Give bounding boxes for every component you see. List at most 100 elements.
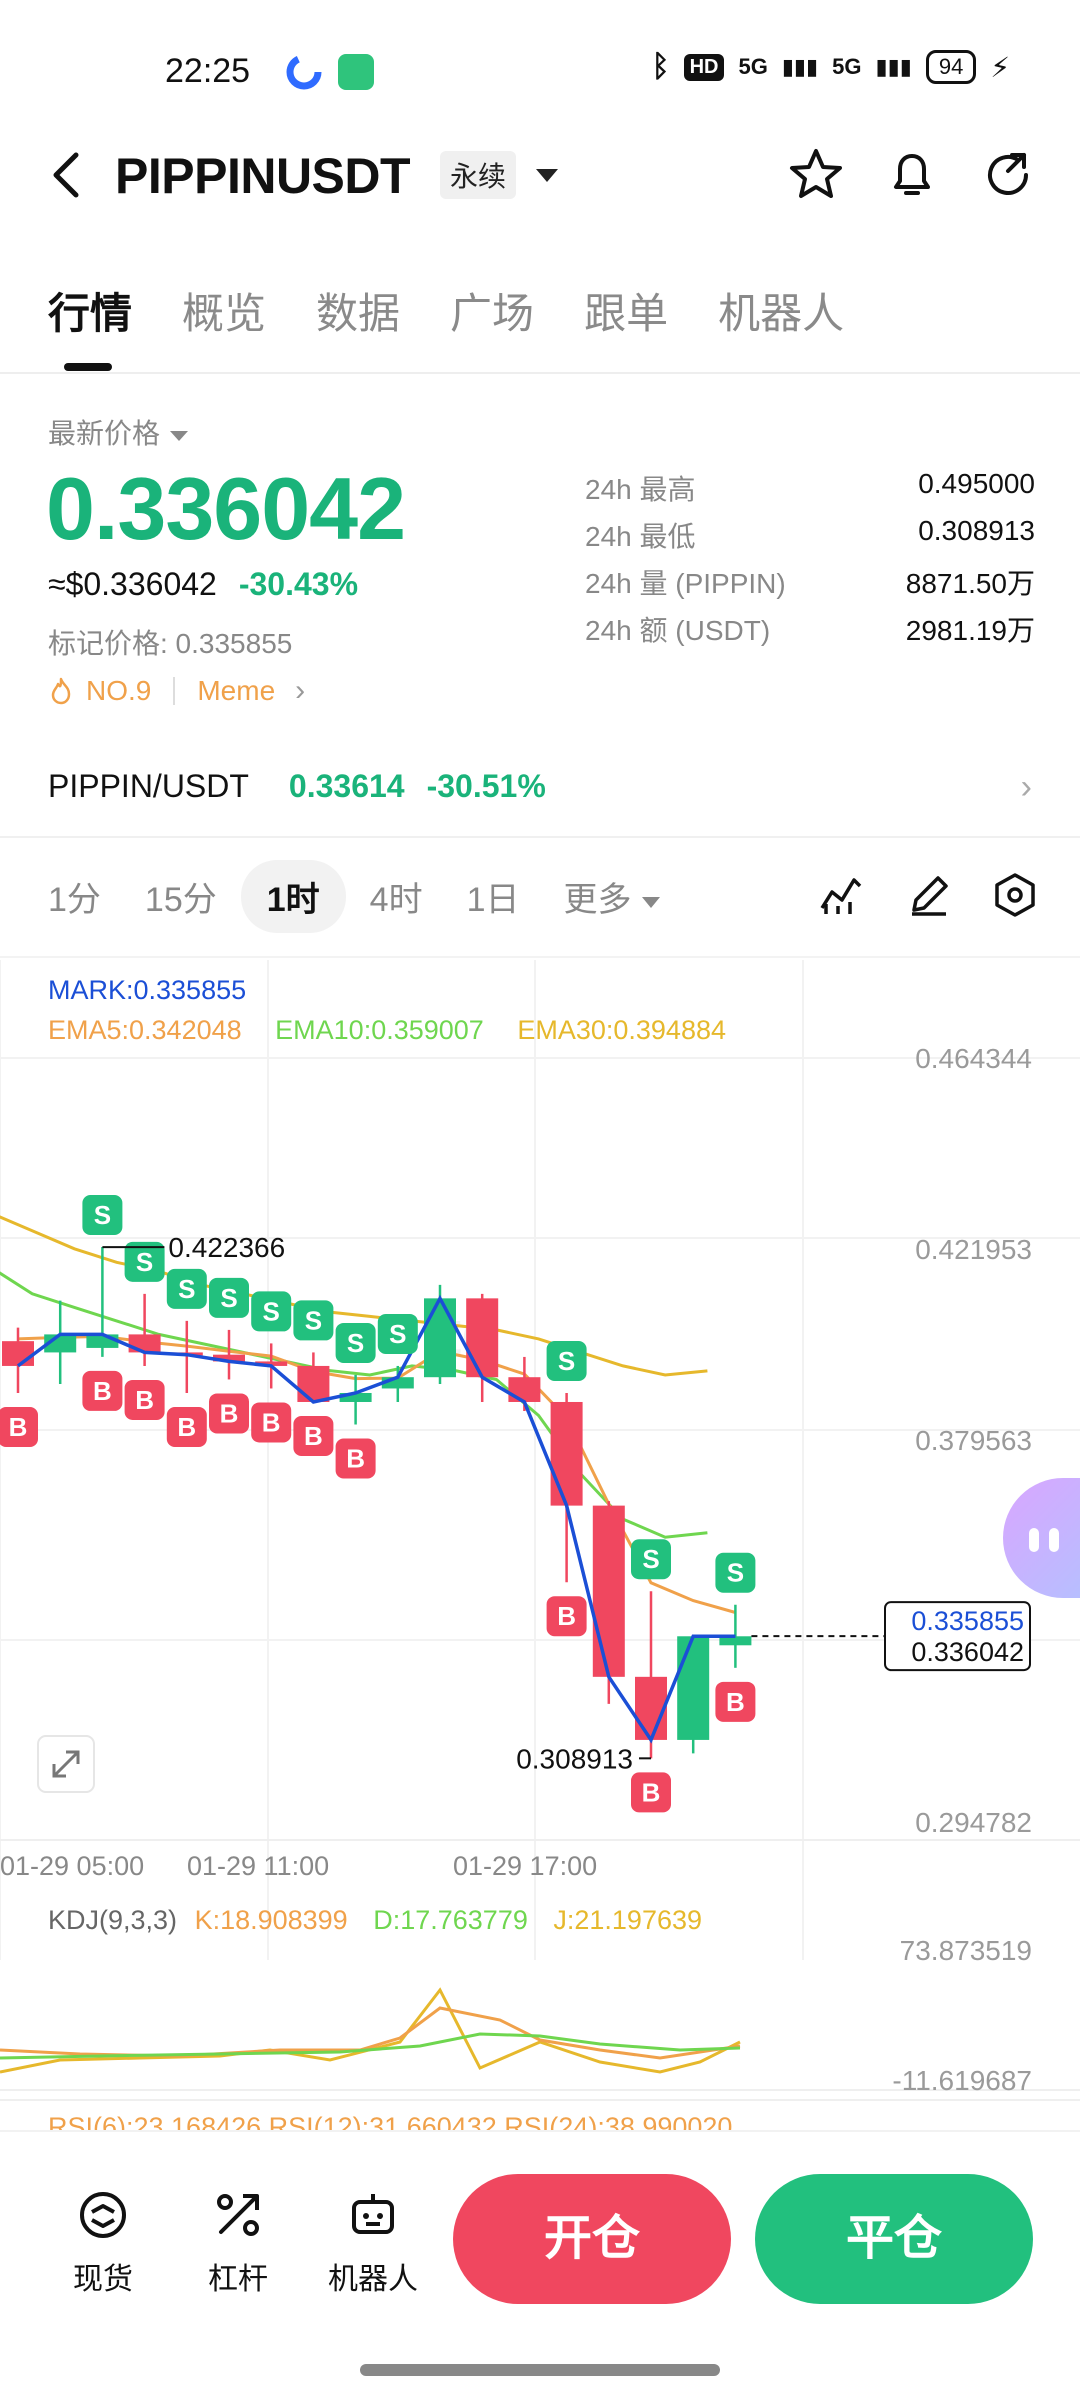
- contract-type-tag[interactable]: 永续: [440, 151, 517, 199]
- signal-label: S: [220, 1283, 237, 1313]
- kdj-legend: KDJ(9,3,3) K:18.908399 D:17.763779 J:21.…: [48, 1905, 702, 1936]
- bot-button[interactable]: 机器人: [318, 2186, 428, 2298]
- bluetooth-icon: ᛒ: [651, 50, 670, 83]
- latest-price-selector[interactable]: 最新价格: [48, 412, 189, 452]
- usd-price-line: ≈$0.336042 -30.43%: [48, 566, 358, 603]
- star-icon[interactable]: [786, 145, 846, 205]
- candle-up: [381, 1377, 414, 1389]
- spot-price: 0.33614: [288, 768, 405, 804]
- chevron-down-icon[interactable]: [536, 169, 558, 182]
- tab-copy-trade[interactable]: 跟单: [584, 290, 669, 337]
- signal-label: S: [347, 1328, 364, 1358]
- tab-overview[interactable]: 概览: [182, 290, 267, 337]
- stat-value: 2981.19万: [905, 615, 1035, 646]
- candle-down: [592, 1505, 625, 1677]
- tab-square[interactable]: 广场: [450, 290, 535, 337]
- spot-pair-row[interactable]: PIPPIN/USDT 0.33614 -30.51% ›: [48, 768, 1032, 806]
- candlestick-chart[interactable]: teBSBSBSBSBSBSBSBSSBSBSB0.4223660.308913…: [0, 960, 1080, 2120]
- candle-up: [86, 1334, 119, 1348]
- signal-label: B: [346, 1444, 365, 1474]
- hd-icon: HD: [683, 53, 725, 81]
- kdj-k: K:18.908399: [194, 1905, 348, 1935]
- bell-icon[interactable]: [882, 145, 942, 205]
- signal-label: B: [726, 1687, 745, 1717]
- candle-up: [339, 1392, 372, 1402]
- y-tick-label: 0.294782: [915, 1807, 1032, 1838]
- sell-signal-tag: [546, 1340, 587, 1381]
- signal-5g-icon: 5G: [738, 54, 768, 79]
- stat-value: 8871.50万: [905, 568, 1035, 599]
- sell-signal-tag: [209, 1277, 249, 1318]
- y-tick-label: 0.464344: [915, 1043, 1032, 1074]
- candle-down: [297, 1365, 330, 1402]
- share-icon[interactable]: [978, 145, 1038, 205]
- status-bar: 22:25 ᛒ HD 5G ▮▮▮ 5G ▮▮▮ 94 ⚡: [0, 0, 1080, 130]
- tab-market[interactable]: 行情: [48, 280, 132, 371]
- candle-down: [635, 1676, 667, 1740]
- spot-change: -30.51%: [426, 768, 546, 804]
- last-price-tag: 0.336042: [911, 1637, 1024, 1667]
- charging-icon: ⚡: [990, 51, 1010, 83]
- status-indicators: ᛒ HD 5G ▮▮▮ 5G ▮▮▮ 94 ⚡: [652, 50, 1010, 84]
- buy-signal-tag: [0, 1406, 38, 1447]
- buy-signal-tag: [335, 1438, 376, 1479]
- asset-tags[interactable]: NO.9 Meme ›: [48, 674, 305, 708]
- ema5-value: EMA5:0.342048: [48, 1015, 242, 1045]
- timeframe-1h[interactable]: 1时: [240, 860, 346, 933]
- back-icon[interactable]: [46, 145, 86, 205]
- timeframe-1m[interactable]: 1分: [48, 881, 101, 919]
- stat-label: 24h 量 (PIPPIN): [585, 568, 786, 599]
- timeframe-more[interactable]: 更多: [564, 860, 660, 933]
- signal-bars-icon: ▮▮▮: [781, 54, 819, 79]
- sell-signal-tag: [631, 1539, 671, 1580]
- signal-label: B: [304, 1421, 323, 1451]
- leverage-button[interactable]: 杠杆: [183, 2186, 293, 2298]
- x-tick-label: 01-29 05:00: [0, 1851, 144, 1881]
- buy-signal-tag: [546, 1596, 587, 1637]
- timeframe-more-label: 更多: [563, 881, 632, 919]
- bottom-action-bar: 现货 杠杆 机器人 开仓 平仓: [0, 2130, 1080, 2350]
- tab-data[interactable]: 数据: [316, 290, 401, 337]
- kdj-d: D:17.763779: [373, 1905, 528, 1935]
- kdj-label: KDJ(9,3,3): [48, 1905, 178, 1935]
- indicator-icon[interactable]: [816, 870, 866, 920]
- y-tick-label: 0.421953: [915, 1234, 1032, 1265]
- tag-separator: [173, 677, 176, 705]
- signal-label: B: [557, 1601, 576, 1631]
- close-position-button[interactable]: 平仓: [755, 2174, 1033, 2304]
- stat-value: 0.495000: [918, 468, 1035, 499]
- sell-signal-tag: [251, 1291, 292, 1332]
- home-indicator[interactable]: [360, 2364, 720, 2376]
- signal-label: B: [93, 1376, 112, 1406]
- settings-hexagon-icon[interactable]: [990, 870, 1040, 920]
- kdj-d-line: [0, 2032, 741, 2060]
- ema10-value: EMA10:0.359007: [275, 1015, 484, 1045]
- battery-icon: 94: [925, 50, 977, 84]
- open-position-button[interactable]: 开仓: [453, 2174, 731, 2304]
- signal-label: B: [9, 1412, 28, 1442]
- header: PIPPINUSDT 永续: [0, 135, 1080, 215]
- signal-label: S: [727, 1558, 744, 1588]
- divider: [0, 372, 1080, 374]
- spot-button[interactable]: 现货: [48, 2186, 158, 2298]
- candle-down: [2, 1341, 34, 1366]
- ema10-line: [0, 1271, 708, 1539]
- tab-bot[interactable]: 机器人: [718, 290, 845, 337]
- sell-signal-tag: [715, 1552, 756, 1593]
- signal-label: S: [178, 1274, 195, 1304]
- timeframe-4h[interactable]: 4时: [369, 881, 423, 919]
- stat-high: 24h 最高 0.495000: [585, 468, 1035, 515]
- robot-icon: [352, 2194, 394, 2234]
- timeframe-15m[interactable]: 15分: [144, 881, 217, 919]
- stat-value: 0.308913: [918, 515, 1035, 546]
- symbol-title[interactable]: PIPPINUSDT: [115, 148, 411, 204]
- draw-pencil-icon[interactable]: [904, 870, 954, 920]
- buy-signal-tag: [209, 1393, 249, 1434]
- bot-label: 机器人: [328, 2263, 418, 2296]
- candle-up: [677, 1636, 710, 1740]
- signal-bars-icon-2: ▮▮▮: [875, 54, 912, 79]
- divider: [0, 956, 1080, 958]
- sell-signal-tag: [377, 1313, 418, 1354]
- timeframe-1d[interactable]: 1日: [466, 881, 520, 919]
- 24h-stats: 24h 最高 0.495000 24h 最低 0.308913 24h 量 (P…: [585, 468, 1035, 656]
